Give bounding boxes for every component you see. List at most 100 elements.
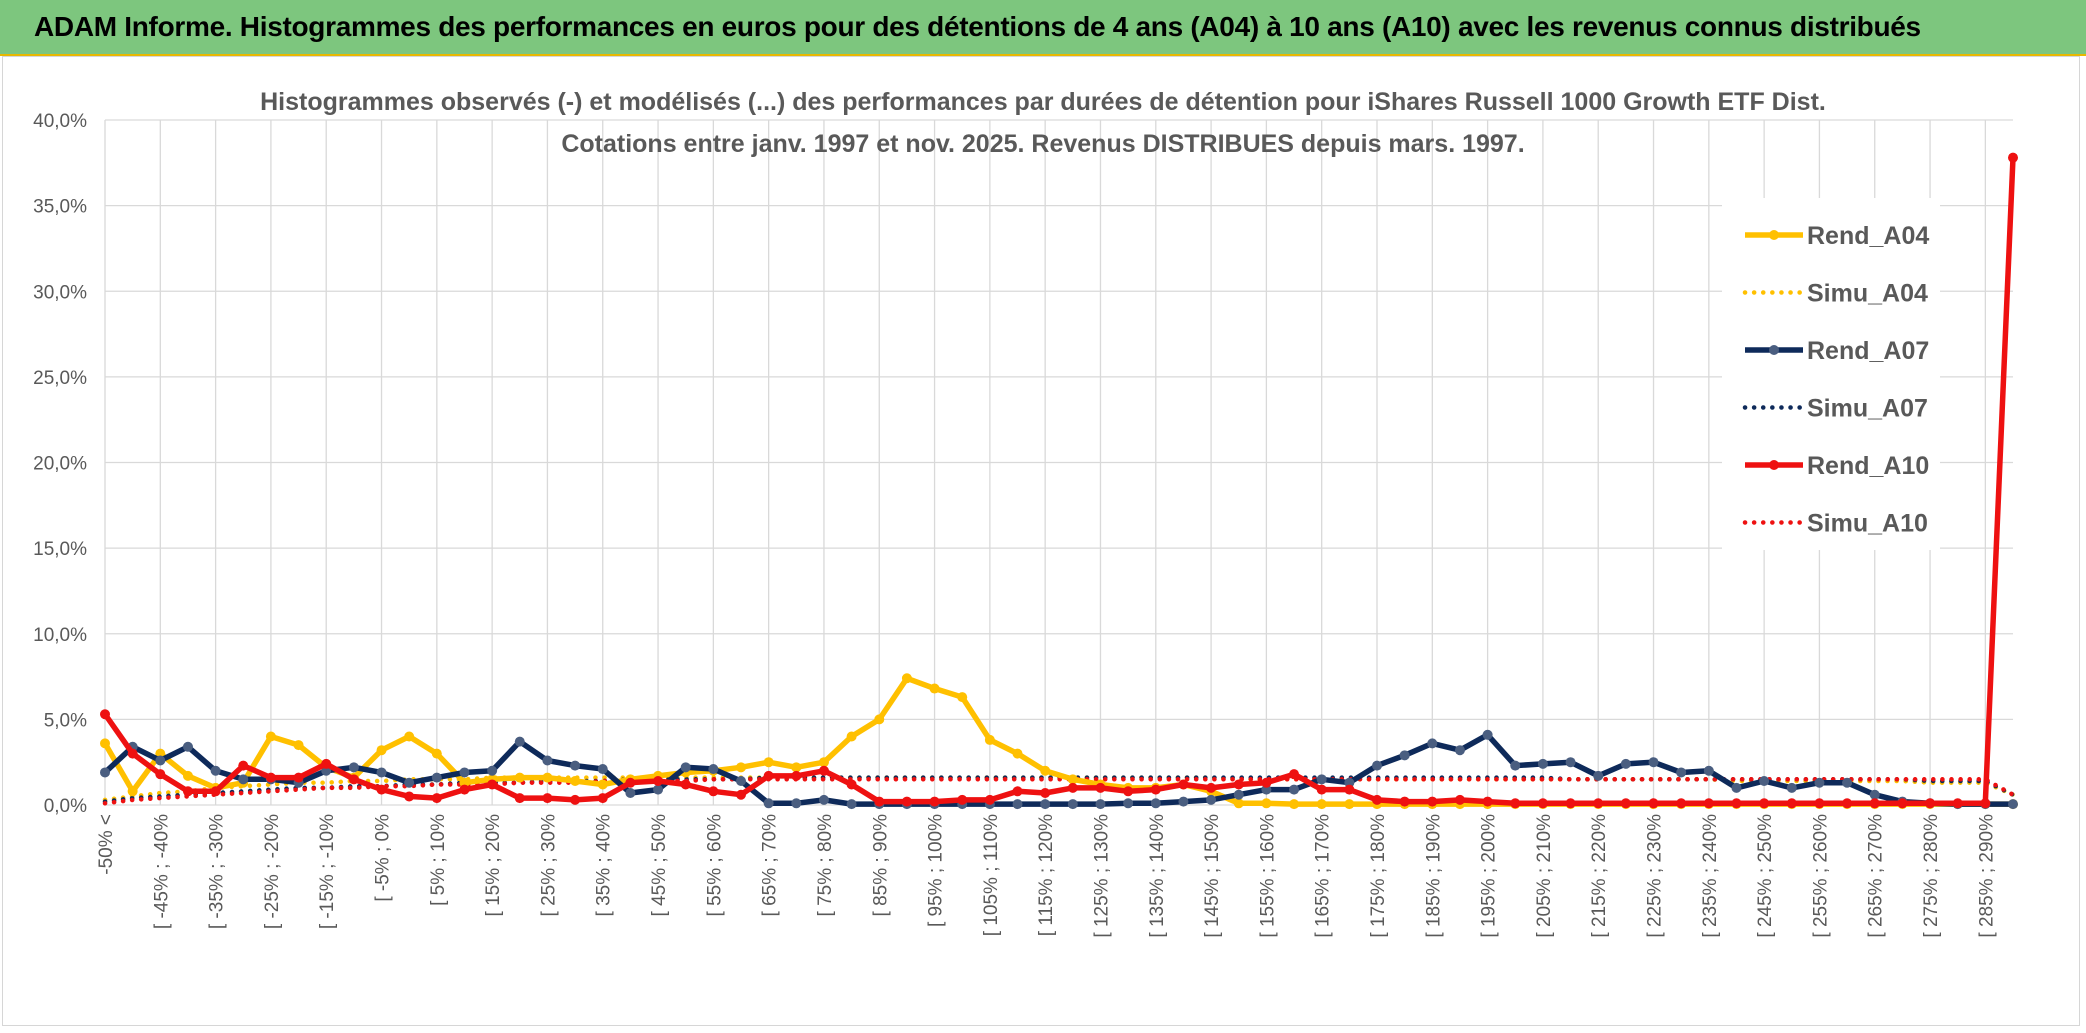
data-point [210,786,221,797]
data-point [874,714,885,725]
data-point [929,683,940,694]
data-point [929,796,940,807]
data-point [1233,779,1244,790]
x-tick-label: [ 255% ; 260% [1810,814,1831,938]
data-point [1040,799,1051,810]
data-point [1372,794,1382,805]
data-point [818,794,829,805]
data-point [570,794,581,805]
x-tick-label: [ 65% ; 70% [760,814,781,917]
data-point [708,786,719,797]
x-tick-label: [ -35% ; -30% [207,814,228,929]
data-point [1012,799,1023,810]
data-point [100,738,110,749]
data-point [1344,784,1355,795]
data-point [1067,774,1078,785]
report-title: ADAM Informe. Histogrammes des performan… [34,11,1921,42]
data-point [1316,784,1327,795]
data-point [680,762,691,773]
data-point [514,772,525,783]
x-axis-ticks: -50% < [ -45% ; -40% [ -35% ; -30% [ -25% ;… [96,814,1997,938]
x-tick-label: [ 45% ; 50% [649,814,670,917]
legend-label: Rend_A10 [1807,452,1929,480]
data-point [818,757,829,768]
data-point [1703,765,1714,776]
data-point [597,764,608,775]
data-point [348,774,359,785]
y-tick-label: 5,0% [44,710,87,731]
y-tick-label: 15,0% [33,539,87,560]
legend-marker [1769,460,1779,470]
series-line-rend_a10 [102,157,2016,807]
data-point [1482,729,1493,740]
data-point [1178,796,1189,807]
data-point [376,767,387,778]
data-point [1344,799,1355,810]
data-point [1786,798,1797,809]
data-point [1067,782,1078,793]
x-tick-label: [ 185% ; 190% [1423,814,1444,938]
data-point [1620,798,1631,809]
data-point [1620,758,1631,769]
y-tick-label: 30,0% [33,282,87,303]
x-tick-label: [ 225% ; 230% [1645,814,1666,938]
data-point [1316,774,1327,785]
y-tick-label: 20,0% [33,454,87,475]
data-point [1399,750,1410,761]
data-point [265,731,276,742]
data-point [155,769,166,780]
data-point [182,786,193,797]
data-point [957,692,968,703]
legend-label: Simu_A04 [1807,280,1928,308]
data-point [1233,789,1244,800]
data-point [1842,777,1853,788]
data-point [1316,799,1327,810]
data-point [570,760,581,771]
x-tick-label: [ 195% ; 200% [1479,814,1500,938]
series-layer [100,152,2018,810]
data-point [984,734,995,745]
data-point [791,770,802,781]
x-tick-label: [ 175% ; 180% [1368,814,1389,938]
data-point [459,784,470,795]
data-point [182,770,193,781]
data-point [542,772,553,783]
data-point [1482,796,1493,807]
data-point [1869,798,1880,809]
data-point [376,745,387,756]
data-point [1123,798,1134,809]
data-point [514,736,525,747]
x-tick-label: [ -45% ; -40% [151,814,172,929]
data-point [210,765,221,776]
data-point [1427,738,1438,749]
legend: Rend_A04 Simu_A04 Rend_A07 Simu_A07 Rend_A10… [1722,198,1940,550]
x-tick-label: [ 155% ; 160% [1257,814,1278,938]
data-point [1676,798,1687,809]
data-point [459,767,470,778]
data-point [1344,777,1355,788]
data-point [570,776,581,787]
data-point [1289,769,1300,780]
data-point [1040,788,1051,799]
x-tick-label: [ 205% ; 210% [1534,814,1555,938]
legend-background [1722,198,1940,550]
data-point [100,709,110,720]
data-point [763,757,774,768]
data-point [1731,798,1742,809]
data-point [542,755,553,766]
data-point [1510,760,1521,771]
data-point [1980,798,1991,809]
data-point [155,755,166,766]
data-point [818,765,829,776]
x-tick-label: [ 285% ; 290% [1976,814,1997,938]
data-point [708,764,719,775]
data-point [984,794,995,805]
x-tick-label: [ -25% ; -20% [262,814,283,929]
data-point [1178,779,1189,790]
data-point [653,776,664,787]
x-tick-label: [ 15% ; 20% [483,814,504,917]
series-line-rend_a07 [103,732,2013,807]
legend-label: Rend_A07 [1807,337,1929,365]
data-point [597,793,608,804]
legend-marker [1769,345,1779,355]
